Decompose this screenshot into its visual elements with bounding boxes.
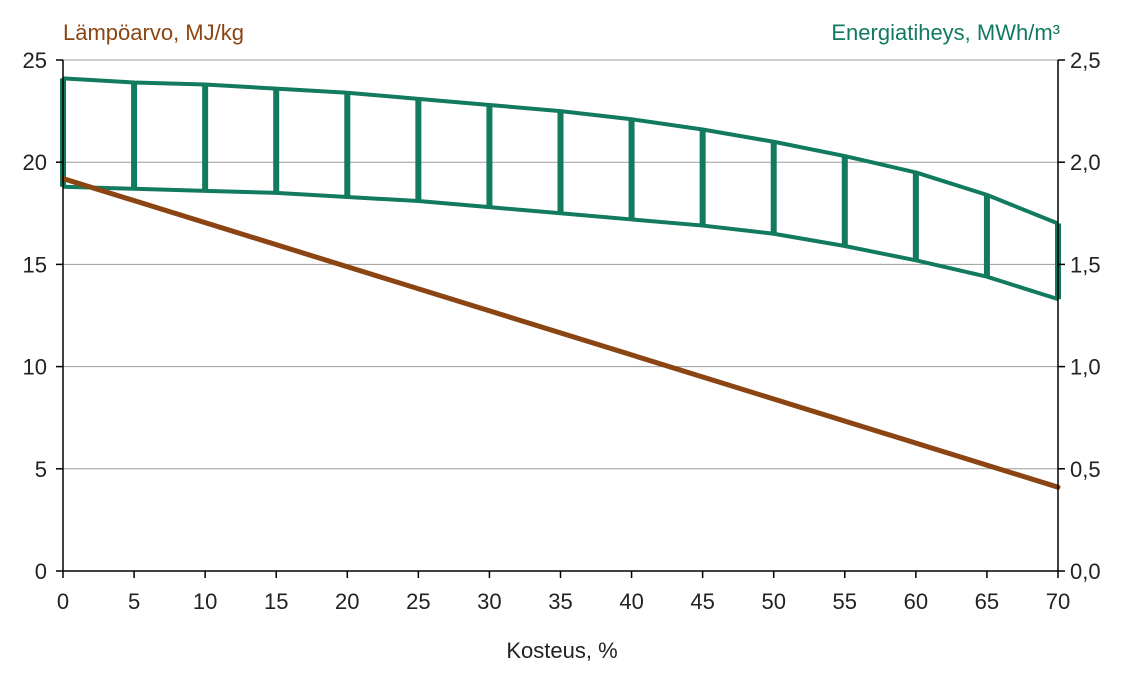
- right-tick-label: 1,0: [1070, 355, 1101, 380]
- left-tick-label: 10: [23, 355, 47, 380]
- x-tick-label: 50: [761, 589, 785, 614]
- energy-density-band: [60, 76, 1061, 302]
- x-tick-label: 60: [904, 589, 928, 614]
- x-tick-label: 20: [335, 589, 359, 614]
- left-tick-label: 20: [23, 150, 47, 175]
- tick-labels: 0 5 10 15 20 25 30 35 40 45 50 55 60 65 70 0 5 10 15 20 25 0,…: [23, 48, 1101, 614]
- x-tick-label: 25: [406, 589, 430, 614]
- x-tick-label: 65: [975, 589, 999, 614]
- x-tick-label: 35: [548, 589, 572, 614]
- right-tick-label: 0,0: [1070, 559, 1101, 584]
- x-tick-label: 70: [1046, 589, 1070, 614]
- x-tick-label: 15: [264, 589, 288, 614]
- gridlines: [63, 59, 1058, 470]
- left-tick-label: 0: [35, 559, 47, 584]
- x-axis-title: Kosteus, %: [506, 638, 617, 663]
- right-tick-label: 2,0: [1070, 150, 1101, 175]
- axes: [56, 59, 1065, 578]
- heating-value-line: [60, 176, 1061, 490]
- x-tick-label: 5: [128, 589, 140, 614]
- x-tick-label: 10: [193, 589, 217, 614]
- heating-value-line-group: [60, 176, 1061, 490]
- x-tick-label: 40: [619, 589, 643, 614]
- left-axis-title: Lämpöarvo, MJ/kg: [63, 20, 244, 45]
- x-tick-label: 45: [690, 589, 714, 614]
- x-tick-label: 30: [477, 589, 501, 614]
- left-tick-label: 25: [23, 48, 47, 73]
- left-tick-label: 5: [35, 457, 47, 482]
- right-tick-label: 0,5: [1070, 457, 1101, 482]
- right-axis-title: Energiatiheys, MWh/m³: [831, 20, 1060, 45]
- left-tick-label: 15: [23, 252, 47, 277]
- x-tick-label: 55: [833, 589, 857, 614]
- right-tick-label: 2,5: [1070, 48, 1101, 73]
- right-tick-label: 1,5: [1070, 252, 1101, 277]
- x-tick-label: 0: [57, 589, 69, 614]
